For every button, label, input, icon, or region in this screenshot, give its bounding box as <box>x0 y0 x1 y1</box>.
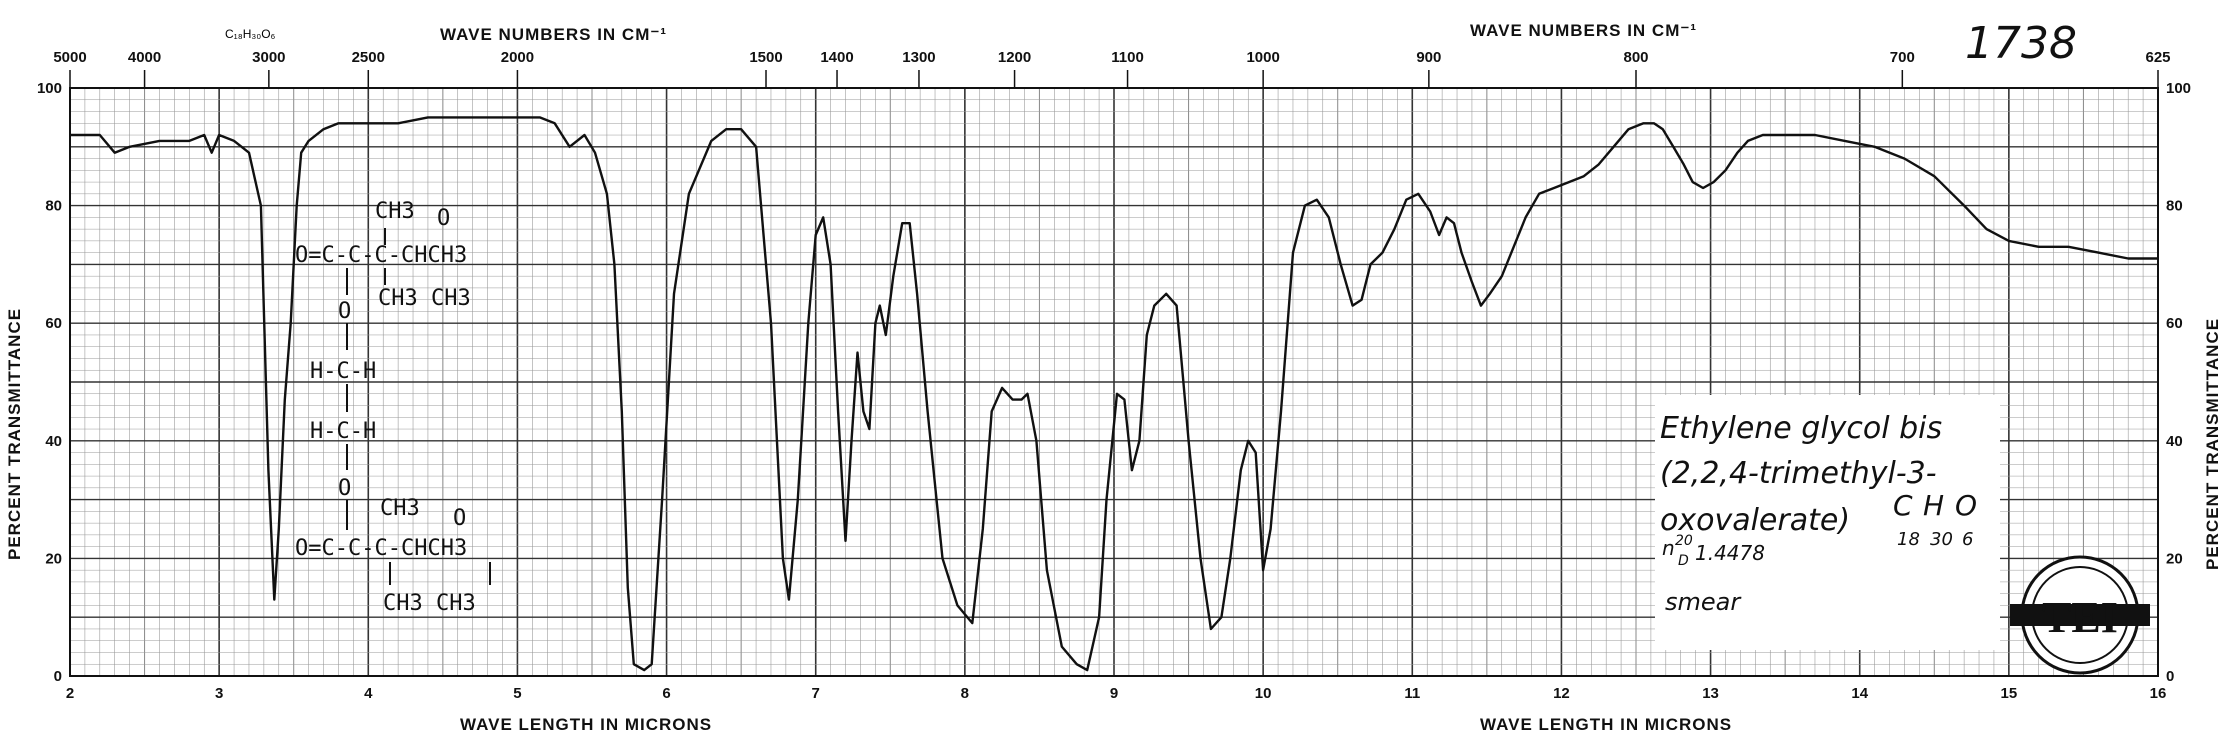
sample-prep: smear <box>1665 588 1742 616</box>
formula-c: C <box>1893 489 1913 522</box>
structure-bottom-row: O=C-C-C-CHCH3 <box>295 536 467 561</box>
y-tick-label-left: 20 <box>45 550 62 567</box>
logo-text: TEI <box>2042 593 2118 642</box>
structure-o-2: O <box>338 476 351 501</box>
refractive-temp: 20 <box>1675 533 1693 549</box>
y-axis-label-right: PERCENT TRANSMITTANCE <box>2203 318 2222 570</box>
x-tick-label: 2 <box>66 685 74 702</box>
chemical-structure: CH3 O O=C-C-C-CHCH3 CH3 CH3 O H-C-H H-C-… <box>295 199 491 616</box>
x-tick-label: 3 <box>215 685 223 702</box>
refractive-n: n <box>1662 536 1675 560</box>
wavenumber-tick-label: 1200 <box>998 49 1031 66</box>
wavenumber-tick-label: 625 <box>2145 49 2170 66</box>
annotation-name-line-1: Ethylene glycol bis <box>1660 411 1942 446</box>
wavenumber-tick-label: 4000 <box>128 49 161 66</box>
y-tick-label-right: 40 <box>2166 433 2183 450</box>
wavenumber-tick-label: 2000 <box>501 49 534 66</box>
x-tick-label: 12 <box>1553 685 1570 702</box>
wavenumber-tick-label: 700 <box>1890 49 1915 66</box>
wavenumber-tick-label: 800 <box>1623 49 1648 66</box>
y-tick-label-right: 20 <box>2166 550 2183 567</box>
y-tick-label-right: 0 <box>2166 668 2174 685</box>
structure-keto-o-bottom: O <box>453 506 466 531</box>
structure-top-ch3: CH3 <box>375 199 415 224</box>
x-tick-label: 14 <box>1851 685 1868 702</box>
x-tick-label: 10 <box>1255 685 1272 702</box>
wavenumber-tick-label: 2500 <box>352 49 385 66</box>
y-tick-label-right: 60 <box>2166 315 2183 332</box>
top-small-formula: C₁₈H₃₀O₆ <box>225 27 276 41</box>
y-tick-label-right: 100 <box>2166 80 2191 97</box>
structure-bottom-row-bottom: CH3 CH3 <box>383 591 476 616</box>
formula-o-count: 6 <box>1962 529 1973 550</box>
y-tick-label-left: 100 <box>37 80 62 97</box>
x-axis-label-left: WAVE LENGTH IN MICRONS <box>460 715 712 734</box>
wavenumber-tick-label: 1100 <box>1111 49 1144 66</box>
x-tick-label: 11 <box>1404 685 1420 702</box>
formula-o: O <box>1955 489 1977 522</box>
structure-bottom-ch3: CH3 <box>380 496 420 521</box>
x-tick-label: 5 <box>513 685 521 702</box>
structure-top-row-bottom: CH3 CH3 <box>378 286 471 311</box>
y-tick-label-left: 60 <box>45 315 62 332</box>
structure-o-1: O <box>338 299 351 324</box>
refractive-value: 1.4478 <box>1695 541 1765 565</box>
y-tick-label-left: 40 <box>45 433 62 450</box>
transmittance-trace <box>70 116 2158 672</box>
y-tick-label-left: 80 <box>45 198 62 215</box>
formula-h: H <box>1923 489 1944 522</box>
annotation-name-line-2: (2,2,4-trimethyl-3- <box>1660 456 1937 491</box>
manufacturer-seal-logo: TEI <box>2010 555 2150 675</box>
wavenumber-tick-label: 3000 <box>252 49 285 66</box>
wavenumber-tick-label: 1000 <box>1246 49 1279 66</box>
structure-hch-1: H-C-H <box>310 359 376 384</box>
wavenumber-tick-label: 5000 <box>53 49 86 66</box>
x-tick-label: 15 <box>2001 685 2018 702</box>
wavenumber-tick-label: 900 <box>1416 49 1441 66</box>
spectrum-number: 1738 <box>1965 18 2077 69</box>
top-header-right: WAVE NUMBERS IN CM⁻¹ <box>1470 21 1697 40</box>
y-tick-label-left: 0 <box>54 668 62 685</box>
y-axis-label-left: PERCENT TRANSMITTANCE <box>5 308 24 560</box>
refractive-line: D <box>1678 553 1689 569</box>
compound-annotation: Ethylene glycol bis (2,2,4-trimethyl-3- … <box>1655 395 2000 650</box>
x-tick-label: 6 <box>662 685 670 702</box>
x-tick-label: 7 <box>812 685 820 702</box>
formula-h-count: 30 <box>1930 529 1953 550</box>
top-header-left: WAVE NUMBERS IN CM⁻¹ <box>440 25 667 44</box>
structure-top-row: O=C-C-C-CHCH3 <box>295 243 467 268</box>
x-axis-label-right: WAVE LENGTH IN MICRONS <box>1480 715 1732 734</box>
wavenumber-tick-label: 1300 <box>902 49 935 66</box>
structure-keto-o-top: O <box>437 206 450 231</box>
x-tick-label: 8 <box>961 685 969 702</box>
plot-frame <box>69 87 2159 677</box>
wavenumber-tick-label: 1400 <box>820 49 853 66</box>
x-tick-label: 13 <box>1702 685 1719 702</box>
x-tick-label: 4 <box>364 685 373 702</box>
structure-hch-2: H-C-H <box>310 419 376 444</box>
formula-c-count: 18 <box>1897 529 1920 550</box>
x-tick-label: 16 <box>2150 685 2167 702</box>
annotation-name-line-3: oxovalerate) <box>1660 503 1850 538</box>
wavenumber-tick-label: 1500 <box>749 49 782 66</box>
x-tick-label: 9 <box>1110 685 1118 702</box>
y-tick-label-right: 80 <box>2166 198 2183 215</box>
